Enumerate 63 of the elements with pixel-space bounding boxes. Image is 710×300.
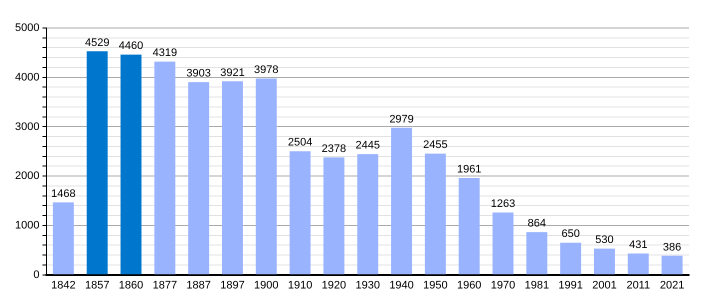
bar xyxy=(526,232,548,274)
data-label: 4529 xyxy=(84,36,110,49)
data-label: 3978 xyxy=(254,64,279,76)
bar xyxy=(222,81,243,274)
data-label: 530 xyxy=(595,234,614,246)
data-label: 1468 xyxy=(51,188,76,200)
data-label: 431 xyxy=(629,239,648,252)
data-label: 3903 xyxy=(186,68,211,80)
data-label: 2445 xyxy=(355,140,380,152)
data-label: 4319 xyxy=(152,47,178,60)
y-tick-label: 4000 xyxy=(14,71,40,84)
data-label: 386 xyxy=(662,241,682,254)
y-tick-label: 3000 xyxy=(14,120,40,133)
data-label: 2979 xyxy=(389,113,414,126)
bar xyxy=(424,154,446,274)
x-tick-label: 1930 xyxy=(355,279,380,292)
data-label: 2504 xyxy=(288,136,312,149)
bar xyxy=(188,82,210,274)
x-tick-label: 1970 xyxy=(490,279,516,292)
x-tick-label: 1981 xyxy=(524,279,550,292)
y-tick-label: 0 xyxy=(33,268,40,281)
x-tick-label: 2021 xyxy=(660,279,684,292)
data-label: 3921 xyxy=(220,66,245,79)
x-tick-label: 1877 xyxy=(152,279,178,292)
x-tick-label: 1887 xyxy=(186,279,211,292)
data-label: 864 xyxy=(528,218,546,230)
x-tick-label: 2001 xyxy=(592,279,617,292)
bar xyxy=(458,178,480,274)
bar xyxy=(52,202,74,274)
x-tick-label: 1960 xyxy=(456,279,482,292)
x-tick-label: 1842 xyxy=(51,279,76,292)
bar xyxy=(560,242,582,274)
data-label: 2455 xyxy=(423,139,448,152)
x-tick-label: 1940 xyxy=(389,279,414,292)
bar xyxy=(154,62,176,274)
bar xyxy=(323,157,344,274)
x-tick-label: 1857 xyxy=(84,279,110,292)
x-tick-label: 1897 xyxy=(220,279,245,292)
x-tick-label: 1900 xyxy=(254,279,279,292)
bar xyxy=(492,212,514,274)
y-tick-label: 1000 xyxy=(14,219,40,232)
bar xyxy=(86,51,108,274)
x-tick-label: 1991 xyxy=(558,279,583,292)
bar xyxy=(120,54,142,274)
y-tick-label: 5000 xyxy=(14,22,40,34)
x-tick-label: 2011 xyxy=(626,279,650,292)
bar xyxy=(662,256,683,274)
data-label: 1263 xyxy=(490,198,516,210)
data-label: 4460 xyxy=(118,40,144,52)
x-tick-label: 1860 xyxy=(118,279,144,292)
x-tick-label: 1950 xyxy=(423,279,448,292)
bar xyxy=(256,78,277,274)
bar xyxy=(628,254,649,274)
x-tick-label: 1920 xyxy=(322,279,346,292)
bar xyxy=(290,151,311,274)
x-tick-label: 1910 xyxy=(288,279,312,292)
y-tick-label: 2000 xyxy=(14,170,40,182)
data-label: 1961 xyxy=(456,164,482,176)
bar xyxy=(391,128,412,274)
data-label: 2378 xyxy=(322,142,346,155)
bar xyxy=(594,248,615,274)
data-label: 650 xyxy=(561,228,580,240)
bar xyxy=(357,154,378,274)
